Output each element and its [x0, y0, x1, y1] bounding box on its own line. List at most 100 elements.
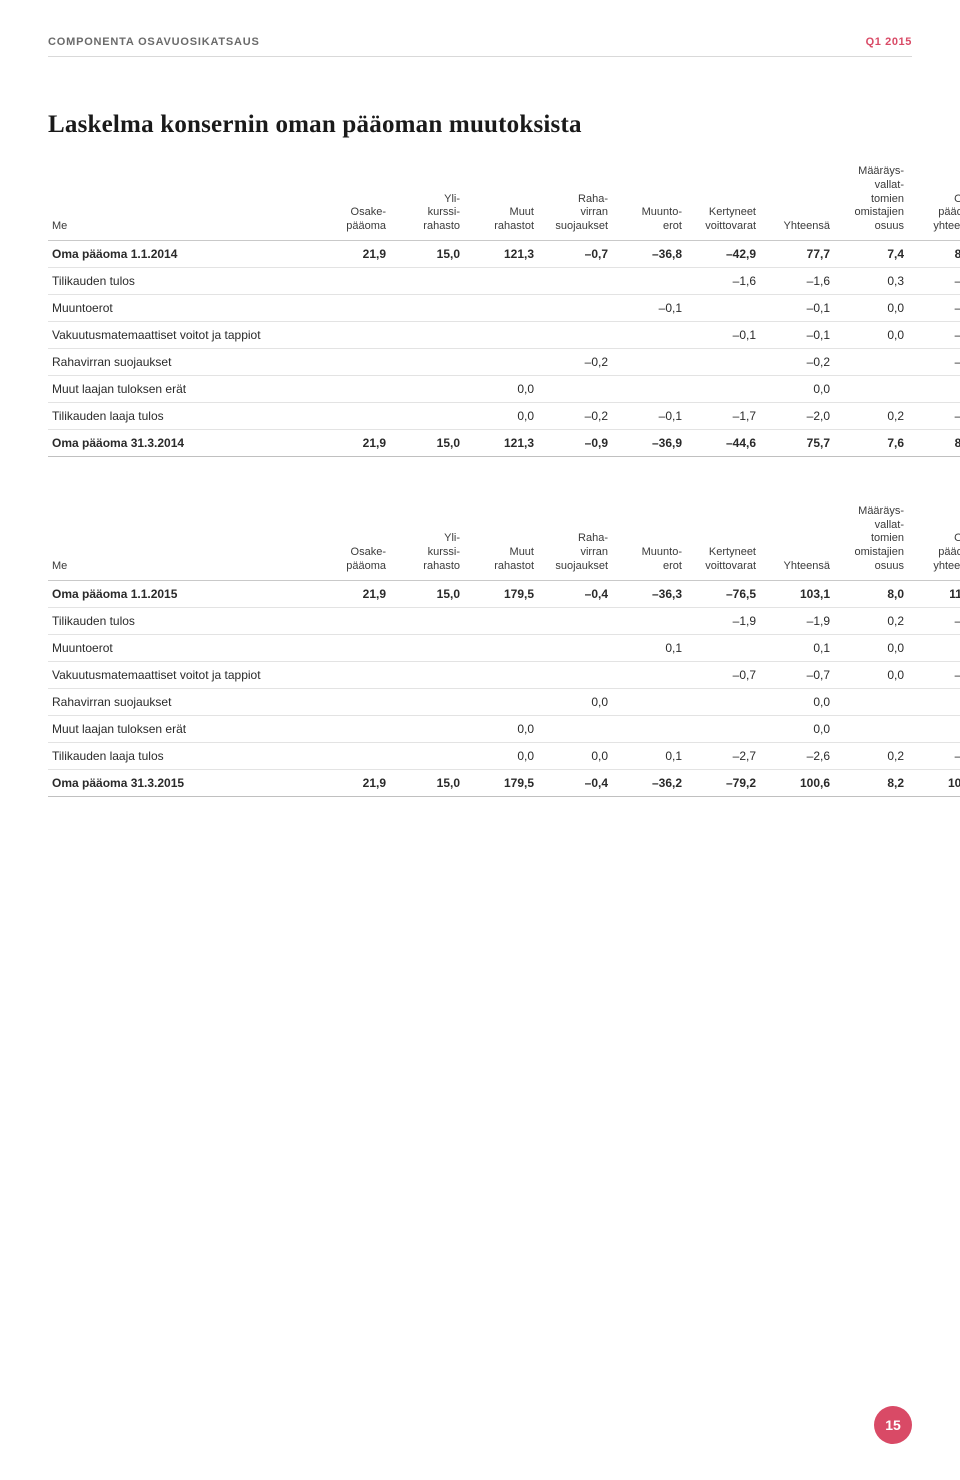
cell: 83,4 [910, 429, 960, 456]
cell [392, 715, 466, 742]
cell: 15,0 [392, 580, 466, 607]
row-label: Oma pääoma 31.3.2014 [48, 429, 318, 456]
row-label: Rahavirran suojaukset [48, 688, 318, 715]
cell: –0,4 [540, 769, 614, 796]
row-label: Oma pääoma 1.1.2014 [48, 240, 318, 267]
cell: 7,4 [836, 240, 910, 267]
period-label: Q1 2015 [866, 36, 912, 48]
cell: –0,7 [540, 240, 614, 267]
cell [392, 607, 466, 634]
cell: 21,9 [318, 240, 392, 267]
cell: –0,1 [762, 321, 836, 348]
col-header: Yhteensä [762, 161, 836, 240]
cell [318, 634, 392, 661]
cell: –0,1 [614, 294, 688, 321]
cell: –36,9 [614, 429, 688, 456]
table-row: Muuntoerot–0,1–0,10,0–0,1 [48, 294, 960, 321]
table-header-row: Me Osake-pääoma Yli-kurssi-rahasto Muutr… [48, 161, 960, 240]
cell: 0,2 [836, 607, 910, 634]
cell [614, 688, 688, 715]
cell: 0,0 [466, 402, 540, 429]
cell [540, 715, 614, 742]
cell [318, 348, 392, 375]
cell: 15,0 [392, 769, 466, 796]
cell: –2,4 [910, 742, 960, 769]
cell: 0,0 [466, 375, 540, 402]
cell: 15,0 [392, 429, 466, 456]
table-header-row: Me Osake-pääoma Yli-kurssi-rahasto Muutr… [48, 501, 960, 580]
cell: 179,5 [466, 580, 540, 607]
cell: 0,0 [836, 294, 910, 321]
cell [836, 688, 910, 715]
cell: –2,7 [688, 742, 762, 769]
cell: –0,2 [910, 348, 960, 375]
cell [540, 607, 614, 634]
cell: –1,8 [910, 402, 960, 429]
col-header: Muunto-erot [614, 501, 688, 580]
cell [540, 294, 614, 321]
table-row: Rahavirran suojaukset–0,2–0,2–0,2 [48, 348, 960, 375]
cell: 0,0 [910, 688, 960, 715]
col-label: Me [48, 501, 318, 580]
row-label: Muuntoerot [48, 634, 318, 661]
table-row: Tilikauden tulos–1,6–1,60,3–1,3 [48, 267, 960, 294]
cell [614, 661, 688, 688]
cell [466, 688, 540, 715]
cell: 75,7 [762, 429, 836, 456]
row-label: Tilikauden laaja tulos [48, 742, 318, 769]
table-row: Oma pääoma 1.1.201421,915,0121,3–0,7–36,… [48, 240, 960, 267]
cell: 121,3 [466, 429, 540, 456]
cell: –0,1 [688, 321, 762, 348]
table-row: Tilikauden laaja tulos0,0–0,2–0,1–1,7–2,… [48, 402, 960, 429]
cell [318, 321, 392, 348]
col-label: Me [48, 161, 318, 240]
table-row: Muuntoerot0,10,10,00,1 [48, 634, 960, 661]
cell: –0,2 [540, 348, 614, 375]
cell: 0,0 [540, 688, 614, 715]
cell: –36,2 [614, 769, 688, 796]
cell [614, 321, 688, 348]
cell: –44,6 [688, 429, 762, 456]
row-label: Muut laajan tuloksen erät [48, 715, 318, 742]
cell: 0,0 [910, 375, 960, 402]
cell [540, 661, 614, 688]
row-label: Rahavirran suojaukset [48, 348, 318, 375]
page-number-badge: 15 [874, 1406, 912, 1444]
row-label: Muuntoerot [48, 294, 318, 321]
cell [318, 375, 392, 402]
cell: 0,0 [762, 688, 836, 715]
col-header: Kertyneetvoittovarat [688, 501, 762, 580]
cell [392, 294, 466, 321]
cell: 0,2 [836, 402, 910, 429]
cell [614, 607, 688, 634]
cell [836, 348, 910, 375]
doc-title: COMPONENTA OSAVUOSIKATSAUS [48, 36, 260, 48]
cell [466, 607, 540, 634]
col-header: Raha-virransuojaukset [540, 501, 614, 580]
row-label: Muut laajan tuloksen erät [48, 375, 318, 402]
col-header: Yli-kurssi-rahasto [392, 161, 466, 240]
cell [466, 294, 540, 321]
cell: 8,0 [836, 580, 910, 607]
cell [540, 267, 614, 294]
cell [836, 715, 910, 742]
table-row: Oma pääoma 31.3.201421,915,0121,3–0,9–36… [48, 429, 960, 456]
col-header: Omapääomayhteensä [910, 161, 960, 240]
col-header: Muunto-erot [614, 161, 688, 240]
cell [318, 267, 392, 294]
table-row: Tilikauden tulos–1,9–1,90,2–1,7 [48, 607, 960, 634]
cell: 108,8 [910, 769, 960, 796]
cell: 0,1 [762, 634, 836, 661]
col-header: Osake-pääoma [318, 161, 392, 240]
cell [318, 742, 392, 769]
cell: 0,1 [614, 634, 688, 661]
cell: 0,0 [466, 715, 540, 742]
cell: –2,6 [762, 742, 836, 769]
cell [392, 634, 466, 661]
cell: –0,1 [910, 294, 960, 321]
cell: –0,1 [762, 294, 836, 321]
col-header: Määräys-vallat-tomienomistajienosuus [836, 501, 910, 580]
cell [614, 348, 688, 375]
cell [540, 634, 614, 661]
cell [318, 688, 392, 715]
